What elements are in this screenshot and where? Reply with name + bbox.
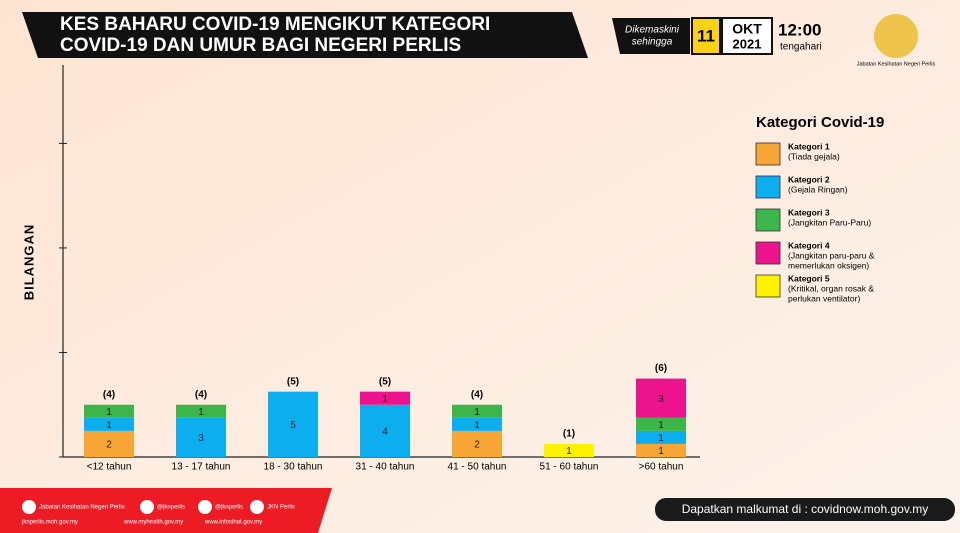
x-tick-label: 41 - 50 tahun [448, 462, 507, 473]
segment-label: 2 [474, 440, 480, 451]
bar-segment [452, 430, 502, 457]
legend-description: (Tiada gejala) [788, 151, 840, 161]
bar-segment [636, 430, 686, 444]
y-axis-label: BILANGAN [21, 224, 36, 301]
social-handle: Jabatan Kesihatan Negeri Perlis [39, 505, 125, 511]
segment-label: 1 [106, 420, 112, 431]
bar-segment [176, 417, 226, 457]
social-icon [250, 500, 264, 514]
x-tick-label: >60 tahun [639, 462, 684, 473]
bar-segment [360, 391, 410, 405]
updated-text: sehingga [632, 37, 673, 48]
segment-label: 1 [474, 420, 480, 431]
social-handle: @jknperlis [157, 505, 185, 511]
total-label: (4) [195, 389, 207, 400]
logo-text: Jabatan Kesihatan Negeri Perlis [857, 61, 936, 67]
updated-text: Dikemaskini [625, 25, 680, 36]
site-url: www.infosihat.gov.my [204, 520, 262, 526]
legend-name: Kategori 5 [788, 273, 830, 283]
segment-label: 5 [290, 420, 296, 431]
x-tick-label: 51 - 60 tahun [540, 462, 599, 473]
day: 11 [697, 26, 715, 45]
legend-description: memerlukan oksigen) [788, 260, 869, 270]
title-box [22, 12, 588, 58]
legend-name: Kategori 3 [788, 207, 830, 217]
segment-label: 2 [106, 440, 112, 451]
social-handle: @jknperlis [215, 505, 243, 511]
legend-swatch [755, 208, 781, 232]
bar-segment [544, 443, 594, 457]
legend-swatch [755, 142, 781, 166]
social-handle: JKN Perlis [267, 505, 295, 511]
site-url: jknperlis.moh.gov.my [21, 520, 78, 526]
total-label: (5) [379, 376, 391, 387]
segment-label: 1 [566, 446, 572, 457]
total-label: (4) [471, 389, 483, 400]
x-tick-label: 13 - 17 tahun [172, 462, 231, 473]
segment-label: 1 [658, 433, 664, 444]
segment-label: 1 [198, 407, 204, 418]
segment-label: 3 [198, 433, 204, 444]
segment-label: 3 [658, 394, 664, 405]
legend-name: Kategori 1 [788, 141, 830, 151]
social-icon [22, 500, 36, 514]
info-box [655, 498, 955, 521]
bar-segment [176, 404, 226, 418]
legend-description: perlukan ventilator) [788, 293, 860, 303]
bar-segment [84, 404, 134, 418]
legend-description: (Jangkitan paru-paru & [788, 250, 875, 260]
social-icon [198, 500, 212, 514]
legend-description: (Kritikal, organ rosak & [788, 283, 874, 293]
bar-segment [84, 417, 134, 431]
legend-description: (Gejala Ringan) [788, 184, 848, 194]
title-line: KES BAHARU COVID-19 MENGIKUT KATEGORI [60, 14, 490, 35]
time: 12:00 [778, 20, 821, 39]
x-tick-label: 18 - 30 tahun [264, 462, 323, 473]
month-box [721, 17, 773, 55]
legend-title: Kategori Covid-19 [756, 114, 884, 131]
legend-name: Kategori 4 [788, 240, 830, 250]
social-icon [140, 500, 154, 514]
site-url: www.myhealth.gov.my [123, 520, 183, 526]
segment-label: 1 [658, 446, 664, 457]
logo [874, 14, 918, 58]
date-box [612, 18, 690, 54]
time-note: tengahari [780, 42, 822, 53]
segment-label: 1 [474, 407, 480, 418]
month: OKT [732, 21, 762, 37]
legend-swatch [755, 274, 781, 298]
total-label: (4) [103, 389, 115, 400]
bar-segment [360, 404, 410, 457]
footer-band [0, 488, 332, 533]
x-tick-label: <12 tahun [87, 462, 132, 473]
bar-segment [636, 378, 686, 418]
total-label: (6) [655, 363, 667, 374]
segment-label: 1 [658, 420, 664, 431]
total-label: (5) [287, 376, 299, 387]
year: 2021 [733, 36, 762, 51]
bar-segment [452, 417, 502, 431]
segment-label: 4 [382, 427, 388, 438]
legend-description: (Jangkitan Paru-Paru) [788, 217, 871, 227]
bar-segment [84, 430, 134, 457]
total-label: (1) [563, 429, 575, 440]
bar-segment [452, 404, 502, 418]
bar-segment [636, 417, 686, 431]
bar-segment [636, 443, 686, 457]
info-text: Dapatkan malkumat di : covidnow.moh.gov.… [682, 502, 929, 516]
day-box [691, 17, 721, 55]
bar-segment [268, 391, 318, 457]
legend-swatch [755, 241, 781, 265]
title-line: COVID-19 DAN UMUR BAGI NEGERI PERLIS [60, 35, 461, 56]
legend-swatch [755, 175, 781, 199]
segment-label: 1 [106, 407, 112, 418]
x-tick-label: 31 - 40 tahun [356, 462, 415, 473]
segment-label: 1 [382, 394, 388, 405]
legend-name: Kategori 2 [788, 174, 830, 184]
